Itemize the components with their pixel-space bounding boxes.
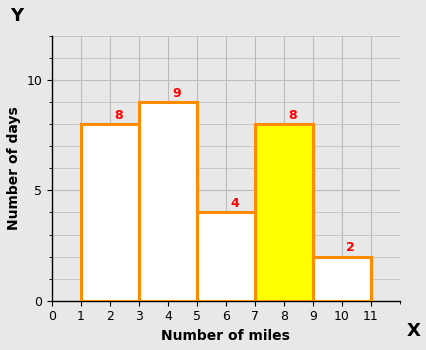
X-axis label: Number of miles: Number of miles	[161, 329, 290, 343]
Bar	[254, 124, 312, 301]
Text: 8: 8	[114, 109, 123, 122]
Text: 4: 4	[230, 197, 238, 210]
Bar	[196, 212, 254, 301]
Y-axis label: Number of days: Number of days	[7, 106, 21, 230]
Text: 9: 9	[172, 87, 181, 100]
Text: X: X	[406, 322, 420, 340]
Text: 8: 8	[288, 109, 296, 122]
Text: Y: Y	[10, 7, 23, 25]
Bar	[138, 102, 196, 301]
Text: 2: 2	[345, 241, 354, 254]
Bar	[312, 257, 370, 301]
Bar	[81, 124, 138, 301]
